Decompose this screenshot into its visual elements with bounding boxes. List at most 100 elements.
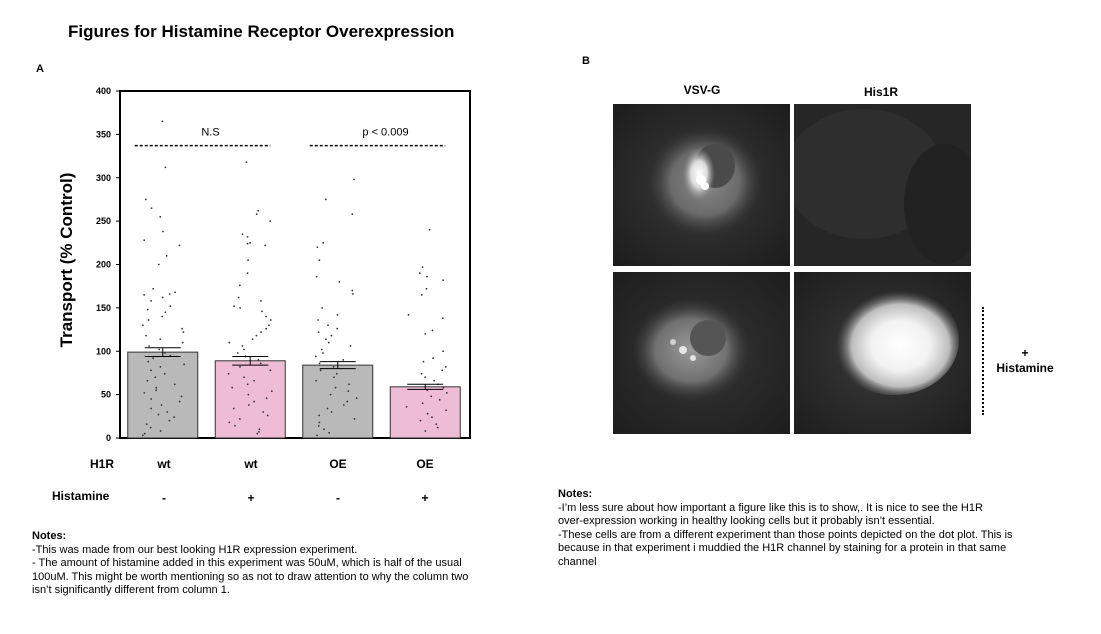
data-point [158, 348, 161, 351]
data-point [253, 379, 255, 382]
data-point [318, 421, 321, 424]
h1r-label-col1: wt [157, 457, 171, 471]
data-point [421, 402, 424, 405]
histamine-label-col1: - [162, 491, 166, 505]
data-point [164, 352, 166, 354]
data-point [342, 404, 345, 406]
data-point [255, 334, 258, 337]
y-tick-label: 350 [96, 129, 111, 139]
notes-a-heading: Notes: [32, 530, 67, 542]
data-point [442, 279, 445, 282]
data-point [315, 275, 318, 278]
bar-chart-svg: 0 50 100 150 200 250 300 350 400 Transport (% Con… [57, 86, 471, 443]
data-point [162, 230, 164, 233]
data-point [314, 355, 317, 358]
notes-a-line: isn’t significantly different from colum… [32, 584, 230, 596]
notes-a-line: -This was made from our best looking H1R… [32, 543, 358, 556]
notes-a-line: 100uM. This might be worth mentioning so… [32, 570, 469, 583]
data-point [143, 239, 146, 242]
y-tick-label: 0 [106, 433, 111, 443]
data-point [316, 246, 319, 249]
data-point [329, 393, 332, 396]
data-point [237, 296, 240, 299]
data-point [159, 338, 162, 341]
column-header-his1r: His1R [863, 85, 898, 99]
data-point [351, 213, 354, 216]
data-point [150, 369, 152, 372]
notes-a-line: - The amount of histamine added in this … [32, 557, 462, 569]
data-point [420, 372, 423, 375]
data-point [146, 379, 149, 382]
data-point [260, 331, 263, 334]
data-point [426, 412, 429, 415]
data-point [246, 383, 249, 386]
data-point [232, 407, 235, 410]
data-point [444, 365, 447, 368]
data-point [147, 360, 150, 363]
data-point [418, 272, 421, 275]
data-point [249, 241, 251, 244]
data-point [239, 306, 242, 309]
data-point [183, 363, 186, 366]
data-point [407, 313, 410, 316]
data-point [255, 213, 258, 216]
notes-b-line: channel [558, 555, 597, 568]
data-point [142, 324, 144, 327]
notes-b: Notes: -I’m less sure about how importan… [558, 488, 1013, 569]
data-point [336, 313, 339, 316]
data-point [150, 407, 153, 410]
data-point [231, 386, 234, 389]
data-point [270, 390, 273, 393]
panel-b-label: B [582, 55, 590, 67]
data-point [182, 331, 185, 334]
data-point [181, 327, 183, 330]
data-point [424, 430, 427, 432]
data-point [338, 280, 341, 283]
data-point [348, 383, 350, 386]
data-point [144, 198, 147, 201]
comparison-label: p < 0.009 [362, 127, 408, 139]
data-point [268, 324, 270, 327]
data-point [269, 369, 272, 372]
histamine-side-label: + Histamine [985, 346, 1065, 376]
bar [214, 360, 286, 439]
comparison-label: N.S [201, 127, 219, 139]
data-point [253, 400, 255, 403]
data-point [141, 434, 144, 437]
data-point [238, 418, 241, 420]
data-point [431, 416, 433, 419]
data-point [422, 360, 425, 363]
histamine-label-col2: + [247, 491, 255, 505]
data-point [266, 414, 269, 417]
data-point [241, 233, 244, 236]
micrograph-his1r-histamine [794, 272, 971, 434]
data-point [317, 319, 319, 321]
data-point [405, 405, 408, 408]
data-point [265, 327, 268, 330]
data-point [259, 362, 262, 365]
data-point [262, 411, 265, 413]
data-point [327, 341, 330, 344]
y-axis-label: Transport (% Control) [57, 173, 76, 348]
data-point [330, 411, 333, 413]
data-point [241, 345, 244, 347]
histamine-label-col3: - [336, 491, 340, 505]
bar [127, 351, 199, 439]
notes-b-heading: Notes: [558, 488, 593, 500]
data-point [247, 404, 250, 406]
notes-a: Notes: -This was made from our best look… [32, 530, 468, 598]
data-point [178, 400, 181, 403]
data-point [159, 215, 162, 218]
data-point [320, 348, 323, 351]
data-point [168, 293, 171, 295]
data-point [256, 432, 259, 435]
data-point [324, 338, 327, 341]
data-point [333, 376, 335, 379]
histamine-row-label: Histamine [52, 489, 110, 503]
data-point [169, 305, 172, 308]
y-tick-label: 100 [96, 346, 111, 356]
data-point [336, 327, 339, 330]
data-point [269, 319, 272, 321]
data-point [318, 414, 321, 417]
data-point [330, 334, 333, 337]
